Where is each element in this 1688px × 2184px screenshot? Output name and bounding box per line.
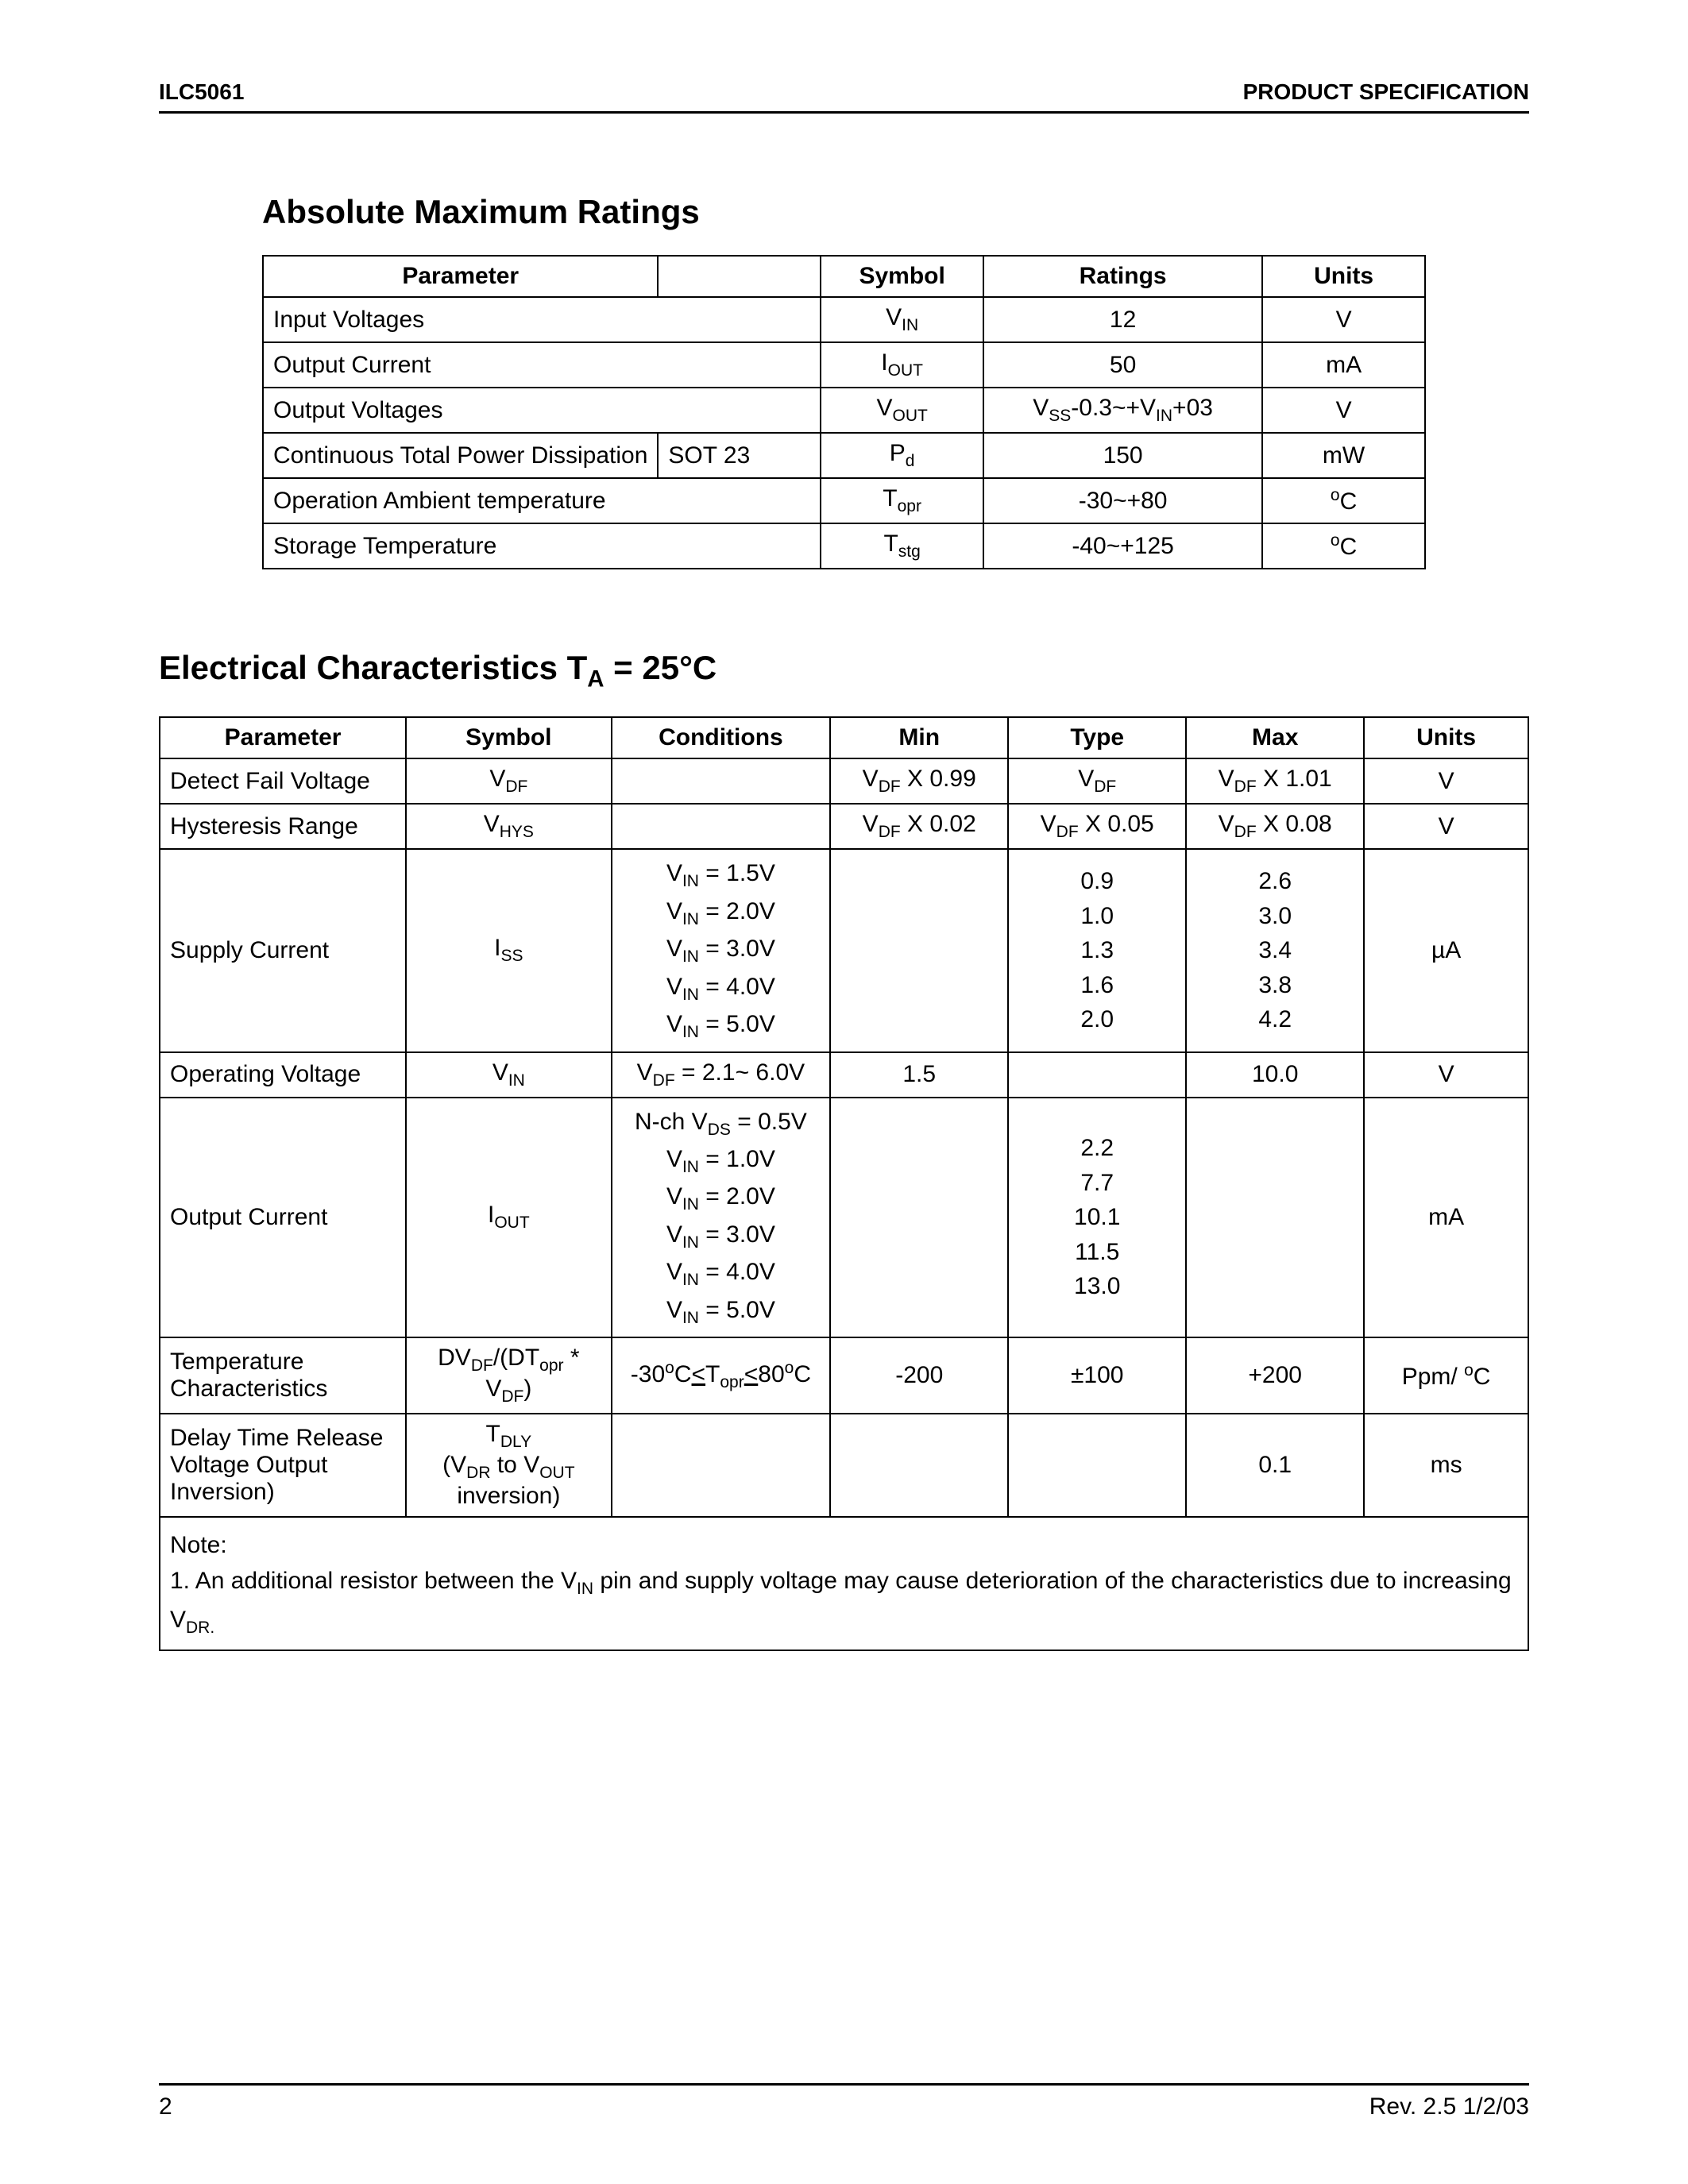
col-symbol: Symbol <box>821 256 983 297</box>
electrical-title: Electrical Characteristics TA = 25°C <box>159 649 1529 693</box>
header-left: ILC5061 <box>159 79 244 105</box>
table-row: Hysteresis Range VHYS VDF X 0.02 VDF X 0… <box>160 804 1528 849</box>
table-header-row: Parameter Symbol Ratings Units <box>263 256 1425 297</box>
table-row: Detect Fail Voltage VDF VDF X 0.99 VDF V… <box>160 758 1528 804</box>
abs-max-title: Absolute Maximum Ratings <box>262 193 1426 231</box>
revision: Rev. 2.5 1/2/03 <box>1369 2093 1529 2120</box>
page-footer: 2 Rev. 2.5 1/2/03 <box>159 2083 1529 2120</box>
abs-max-table: Parameter Symbol Ratings Units Input Vol… <box>262 255 1426 569</box>
col-parameter: Parameter <box>263 256 658 297</box>
table-row: Output Current IOUT N-ch VDS = 0.5V VIN … <box>160 1098 1528 1338</box>
table-row: Output CurrentIOUT50mA <box>263 342 1425 388</box>
table-row: Continuous Total Power DissipationSOT 23… <box>263 433 1425 478</box>
col-units: Units <box>1262 256 1425 297</box>
abs-max-ratings-section: Absolute Maximum Ratings Parameter Symbo… <box>262 193 1426 569</box>
table-row: Supply Current ISS VIN = 1.5V VIN = 2.0V… <box>160 849 1528 1051</box>
header-right: PRODUCT SPECIFICATION <box>1243 79 1529 105</box>
table-row: Delay Time Release Voltage Output Invers… <box>160 1414 1528 1517</box>
table-row: Operating Voltage VIN VDF = 2.1~ 6.0V 1.… <box>160 1052 1528 1098</box>
col-ratings: Ratings <box>983 256 1262 297</box>
col-blank <box>658 256 821 297</box>
electrical-characteristics-section: Electrical Characteristics TA = 25°C Par… <box>159 649 1529 1651</box>
electrical-table: Parameter Symbol Conditions Min Type Max… <box>159 716 1529 1518</box>
table-row: Temperature Characteristics DVDF/(DTopr … <box>160 1337 1528 1414</box>
table-row: Operation Ambient temperatureTopr-30~+80… <box>263 478 1425 523</box>
page-number: 2 <box>159 2093 172 2120</box>
table-header-row: Parameter Symbol Conditions Min Type Max… <box>160 717 1528 758</box>
table-row: Output VoltagesVOUTVSS-0.3~+VIN+03V <box>263 388 1425 433</box>
table-row: Input VoltagesVIN12V <box>263 297 1425 342</box>
note-block: Note: 1. An additional resistor between … <box>159 1518 1529 1651</box>
page-header: ILC5061 PRODUCT SPECIFICATION <box>159 79 1529 114</box>
table-row: Storage TemperatureTstg-40~+125oC <box>263 523 1425 569</box>
